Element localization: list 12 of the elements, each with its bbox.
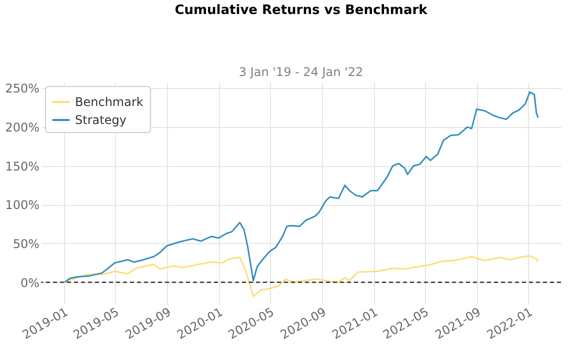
line-series [64, 255, 539, 297]
y-tick-label: 100% [5, 198, 40, 212]
chart-subtitle: 3 Jan '19 - 24 Jan '22 [238, 65, 364, 79]
y-tick-label: 150% [5, 159, 40, 174]
legend-label: Benchmark [75, 95, 144, 109]
y-tick-label: 50% [12, 236, 40, 251]
chart-title: Cumulative Returns vs Benchmark [174, 3, 428, 18]
y-tick-label: 250% [5, 82, 40, 96]
y-tick-label: 200% [5, 120, 40, 135]
legend-label: Strategy [75, 113, 126, 127]
y-tick-label: 0% [20, 276, 40, 290]
line-series [64, 91, 539, 284]
